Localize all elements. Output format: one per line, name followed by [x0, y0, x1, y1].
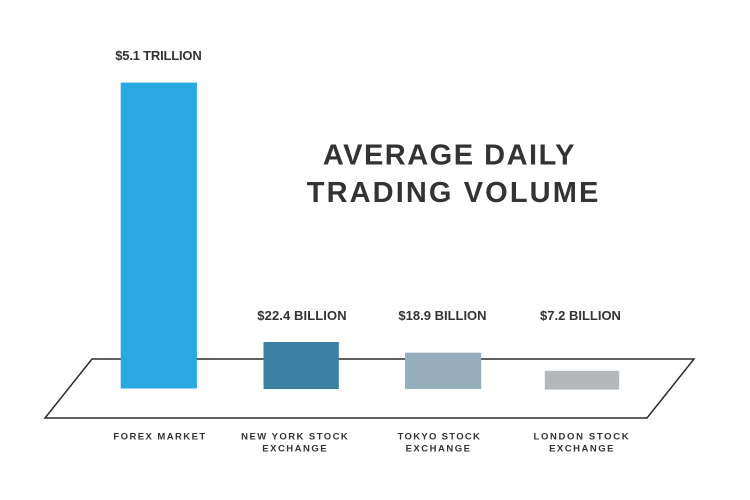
- svg-text:AVERAGE DAILY: AVERAGE DAILY: [323, 139, 576, 171]
- svg-text:TOKYO STOCK: TOKYO STOCK: [398, 432, 482, 443]
- svg-text:EXCHANGE: EXCHANGE: [549, 444, 615, 455]
- svg-text:TRADING VOLUME: TRADING VOLUME: [307, 177, 601, 209]
- svg-text:$18.9 BILLION: $18.9 BILLION: [398, 308, 486, 323]
- svg-text:EXCHANGE: EXCHANGE: [406, 444, 472, 455]
- svg-text:EXCHANGE: EXCHANGE: [262, 444, 328, 455]
- svg-text:FOREX MARKET: FOREX MARKET: [113, 432, 206, 443]
- svg-text:LONDON STOCK: LONDON STOCK: [534, 432, 631, 443]
- svg-text:NEW YORK STOCK: NEW YORK STOCK: [241, 432, 349, 443]
- svg-text:$7.2 BILLION: $7.2 BILLION: [540, 308, 621, 323]
- svg-text:$5.1 TRILLION: $5.1 TRILLION: [115, 48, 201, 63]
- svg-text:$22.4 BILLION: $22.4 BILLION: [257, 308, 346, 323]
